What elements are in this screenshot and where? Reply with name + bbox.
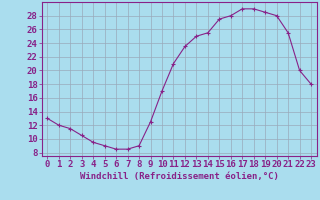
X-axis label: Windchill (Refroidissement éolien,°C): Windchill (Refroidissement éolien,°C) [80,172,279,181]
